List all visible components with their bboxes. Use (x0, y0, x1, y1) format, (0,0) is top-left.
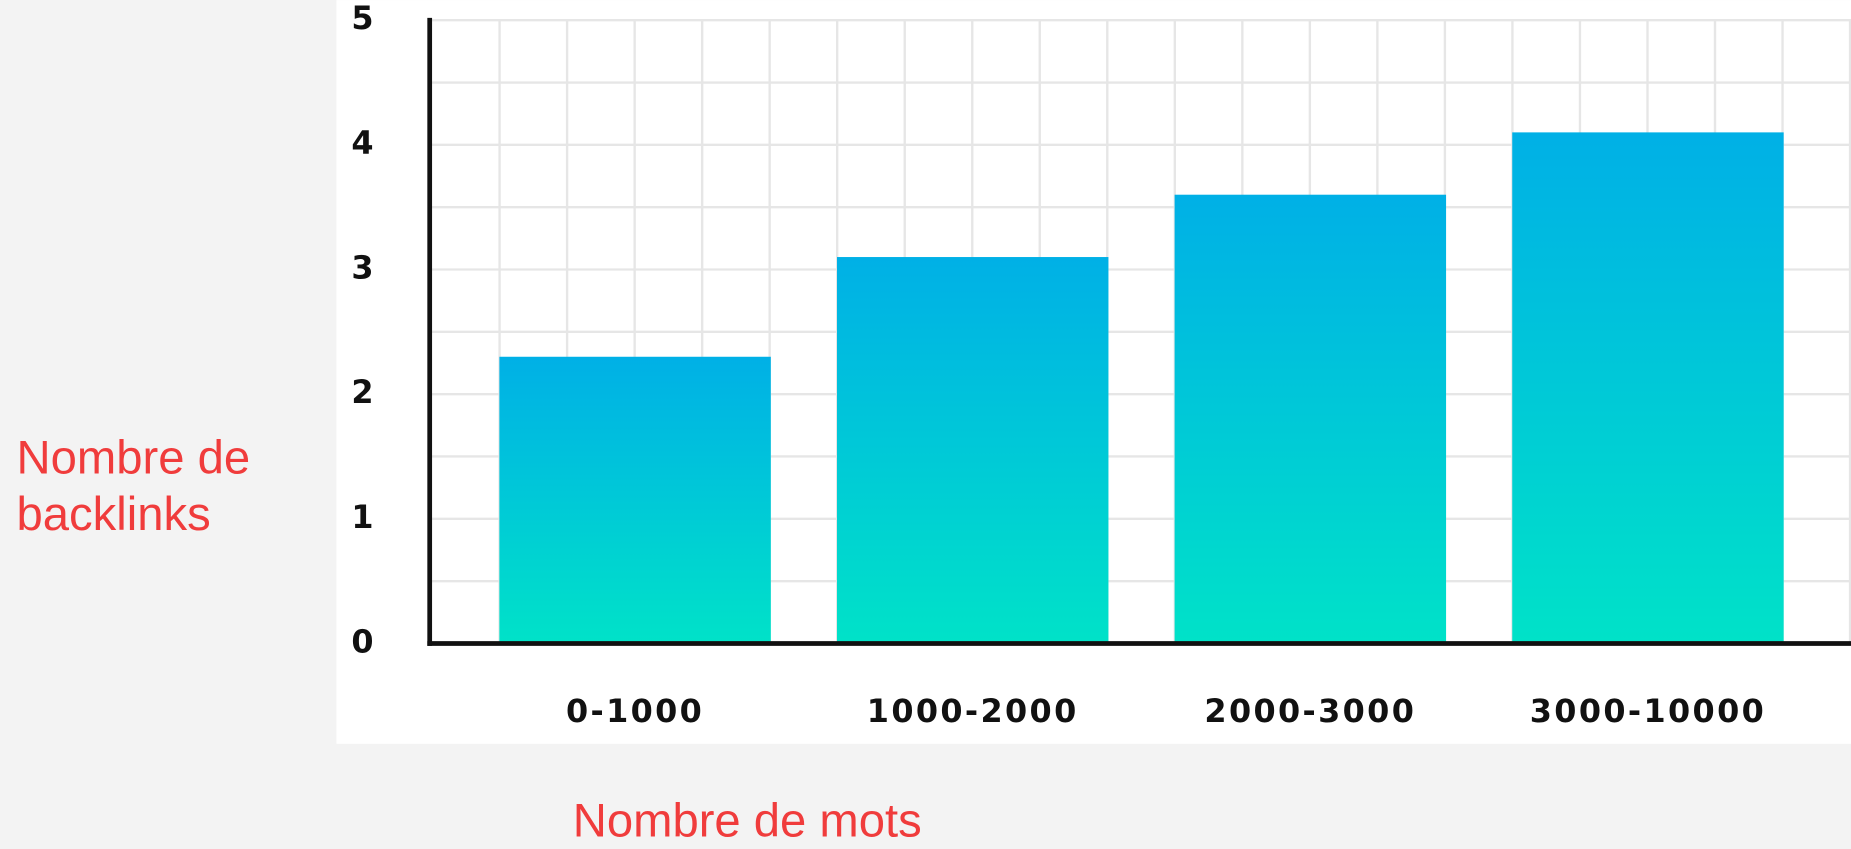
y-tick-label: 1 (351, 498, 373, 536)
y-tick-label: 3 (351, 249, 373, 287)
x-tick-label: 1000-2000 (867, 692, 1079, 730)
bar (499, 356, 771, 644)
x-tick-label: 0-1000 (566, 692, 704, 730)
bar (1174, 194, 1447, 644)
y-axis-label-box: Nombre de backlinks (16, 432, 251, 541)
y-tick-label: 0 (351, 622, 373, 660)
y-tick-label: 5 (351, 0, 373, 37)
x-tick-label: 3000-10000 (1530, 692, 1766, 730)
y-axis-label: Nombre de backlinks (16, 432, 251, 541)
y-tick-label: 4 (351, 124, 373, 162)
y-tick-label: 2 (351, 373, 373, 411)
bar (1512, 132, 1784, 644)
bar (836, 257, 1109, 644)
x-axis-label: Nombre de mots (573, 795, 922, 848)
x-tick-label: 2000-3000 (1204, 692, 1416, 730)
